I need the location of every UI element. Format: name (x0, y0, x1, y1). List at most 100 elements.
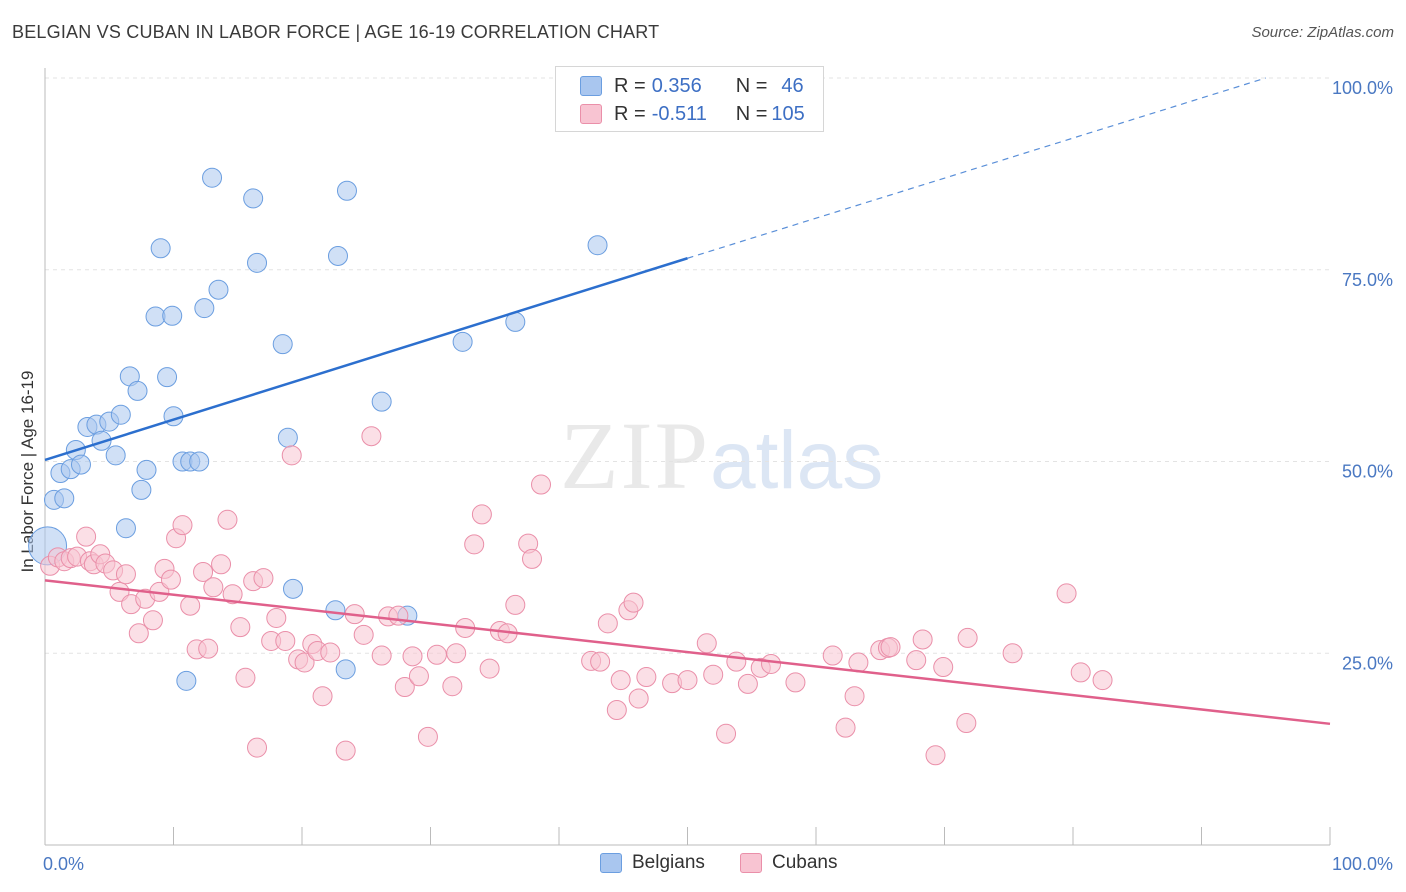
data-point-cubans (636, 667, 657, 688)
watermark: ZIPatlas (560, 400, 883, 511)
legend-r-label: R = (614, 74, 646, 97)
data-point-cubans (115, 564, 136, 585)
data-point-cubans (848, 652, 869, 673)
watermark-zip: ZIP (560, 402, 710, 509)
y-tick-label: 25.0% (1342, 653, 1393, 673)
data-point-cubans (844, 686, 865, 707)
data-point-cubans (590, 651, 611, 672)
data-point-belgians (208, 279, 229, 300)
series-legend-cubans[interactable]: Cubans (740, 852, 838, 874)
data-point-belgians (91, 430, 112, 451)
data-point-belgians (157, 367, 178, 388)
data-point-belgians (115, 518, 136, 539)
data-point-cubans (408, 666, 429, 687)
data-point-cubans (335, 740, 356, 761)
series-legend: Belgians Cubans (0, 852, 1406, 878)
data-point-cubans (785, 672, 806, 693)
legend-row-belgians: R = 0.356 N = 46 (580, 73, 804, 99)
data-point-belgians (131, 479, 152, 500)
data-point-cubans (203, 577, 224, 598)
data-point-belgians (247, 252, 268, 273)
data-point-cubans (442, 676, 463, 697)
legend-n-value: 46 (781, 74, 804, 97)
legend-r-value: -0.511 (651, 102, 707, 125)
trend-line-belgians (44, 257, 688, 462)
data-point-cubans (1002, 643, 1023, 664)
data-point-cubans (479, 658, 500, 679)
data-point-cubans (312, 686, 333, 707)
data-point-cubans (417, 726, 438, 747)
data-point-cubans (426, 644, 447, 665)
data-point-cubans (235, 667, 256, 688)
data-point-cubans (198, 638, 219, 659)
data-point-belgians (162, 305, 183, 326)
data-point-belgians (127, 380, 148, 401)
data-point-belgians (54, 488, 75, 509)
data-point-cubans (230, 617, 251, 638)
trend-line-belgians-extension (687, 77, 1266, 259)
data-point-cubans (956, 713, 977, 734)
data-point-cubans (606, 700, 627, 721)
data-point-cubans (361, 426, 382, 447)
data-point-belgians (176, 670, 197, 691)
series-legend-swatch-cubans (740, 853, 762, 873)
data-point-belgians (371, 391, 392, 412)
data-point-belgians (110, 404, 131, 425)
series-legend-belgians[interactable]: Belgians (600, 852, 705, 874)
data-point-cubans (394, 676, 415, 697)
data-point-cubans (737, 673, 758, 694)
data-point-belgians (335, 659, 356, 680)
data-point-cubans (1070, 662, 1091, 683)
y-tick-label: 100.0% (1332, 78, 1393, 98)
data-point-cubans (247, 737, 268, 758)
data-point-cubans (172, 515, 193, 536)
data-point-cubans (193, 561, 214, 582)
data-point-belgians (136, 459, 157, 480)
data-point-cubans (180, 595, 201, 616)
data-point-cubans (906, 650, 927, 671)
data-point-cubans (388, 605, 409, 626)
data-point-cubans (266, 607, 287, 628)
data-point-belgians (452, 331, 473, 352)
data-point-cubans (222, 584, 243, 605)
data-point-cubans (522, 548, 543, 569)
data-point-belgians (189, 451, 210, 472)
data-point-belgians (145, 306, 166, 327)
data-point-belgians (325, 600, 346, 621)
chart-title: BELGIAN VS CUBAN IN LABOR FORCE | AGE 16… (12, 22, 660, 42)
data-point-cubans (925, 745, 946, 766)
data-point-belgians (587, 235, 608, 256)
data-point-cubans (696, 633, 717, 654)
x-tick-label: 100.0% (1332, 854, 1393, 874)
legend-n-label: N = (735, 102, 768, 125)
data-point-cubans (822, 645, 843, 666)
data-point-cubans (677, 670, 698, 691)
legend-swatch-belgians (580, 76, 602, 96)
data-point-cubans (371, 645, 392, 666)
trend-line-cubans (44, 579, 1331, 726)
data-point-cubans (353, 624, 374, 645)
data-point-cubans (275, 630, 296, 651)
legend-row-cubans: R = -0.511 N = 105 (580, 101, 805, 127)
data-point-cubans (253, 568, 274, 589)
series-legend-swatch-belgians (600, 853, 622, 873)
x-tick-label: 0.0% (43, 854, 84, 874)
data-point-cubans (471, 504, 492, 525)
data-point-cubans (726, 651, 747, 672)
data-point-cubans (281, 445, 302, 466)
chart-source: Source: ZipAtlas.com (1251, 24, 1394, 41)
data-point-cubans (912, 629, 933, 650)
data-point-cubans (597, 613, 618, 634)
data-point-cubans (623, 592, 644, 613)
data-point-cubans (933, 657, 954, 678)
data-point-cubans (160, 569, 181, 590)
correlation-legend: R = 0.356 N = 46 R = -0.511 N = 105 (555, 66, 824, 132)
data-point-belgians (272, 334, 293, 355)
data-point-cubans (128, 623, 149, 644)
legend-swatch-cubans (580, 104, 602, 124)
data-point-cubans (1056, 583, 1077, 604)
data-point-cubans (402, 646, 423, 667)
data-point-cubans (76, 526, 97, 547)
data-point-cubans (294, 652, 315, 673)
